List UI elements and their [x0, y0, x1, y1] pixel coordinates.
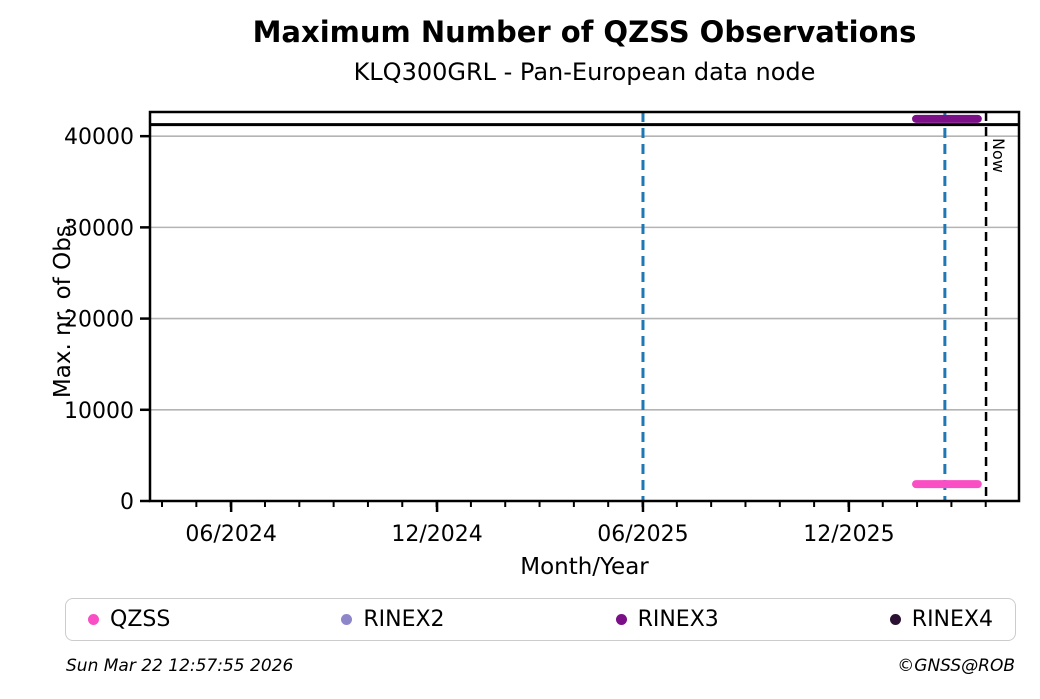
- legend-label-rinex4: RINEX4: [911, 606, 993, 632]
- rinex2-marker-icon: [341, 614, 353, 625]
- y-tick-label: 20000: [64, 308, 134, 333]
- qzss-marker-icon: [88, 614, 99, 625]
- legend-item-rinex3: RINEX3: [615, 606, 719, 632]
- y-tick-label: 40000: [64, 125, 134, 150]
- credit-watermark: ©GNSS@ROB: [897, 656, 1015, 676]
- y-axis: [140, 134, 150, 503]
- legend-item-rinex4: RINEX4: [889, 606, 993, 632]
- plot-timestamp: Sun Mar 22 12:57:55 2026: [66, 656, 294, 676]
- rinex3-marker-icon: [615, 614, 627, 625]
- legend-label-qzss: QZSS: [110, 606, 171, 632]
- chart-subtitle: KLQ300GRL - Pan-European data node: [353, 58, 816, 86]
- legend-item-rinex2: RINEX2: [341, 606, 445, 632]
- y-tick-label: 0: [120, 490, 134, 515]
- x-axis: [161, 501, 987, 512]
- gridlines: [150, 135, 1019, 411]
- chart-legend: QZSS RINEX2 RINEX3 RINEX4: [65, 598, 1016, 641]
- y-tick-label: 30000: [64, 216, 134, 241]
- x-tick-label: 06/2024: [185, 522, 276, 547]
- chart-title: Maximum Number of QZSS Observations: [252, 15, 917, 49]
- plot-border: [148, 110, 1021, 503]
- x-tick-label: 12/2025: [803, 522, 894, 547]
- legend-label-rinex2: RINEX2: [363, 606, 445, 632]
- y-tick-label: 10000: [64, 399, 134, 424]
- legend-label-rinex3: RINEX3: [637, 606, 719, 632]
- x-tick-label: 06/2025: [597, 522, 688, 547]
- rinex4-marker-icon: [889, 614, 901, 625]
- legend-item-qzss: QZSS: [88, 606, 171, 632]
- x-axis-label: Month/Year: [520, 554, 649, 580]
- now-label: Now: [989, 138, 1008, 173]
- x-tick-label: 12/2024: [391, 522, 482, 547]
